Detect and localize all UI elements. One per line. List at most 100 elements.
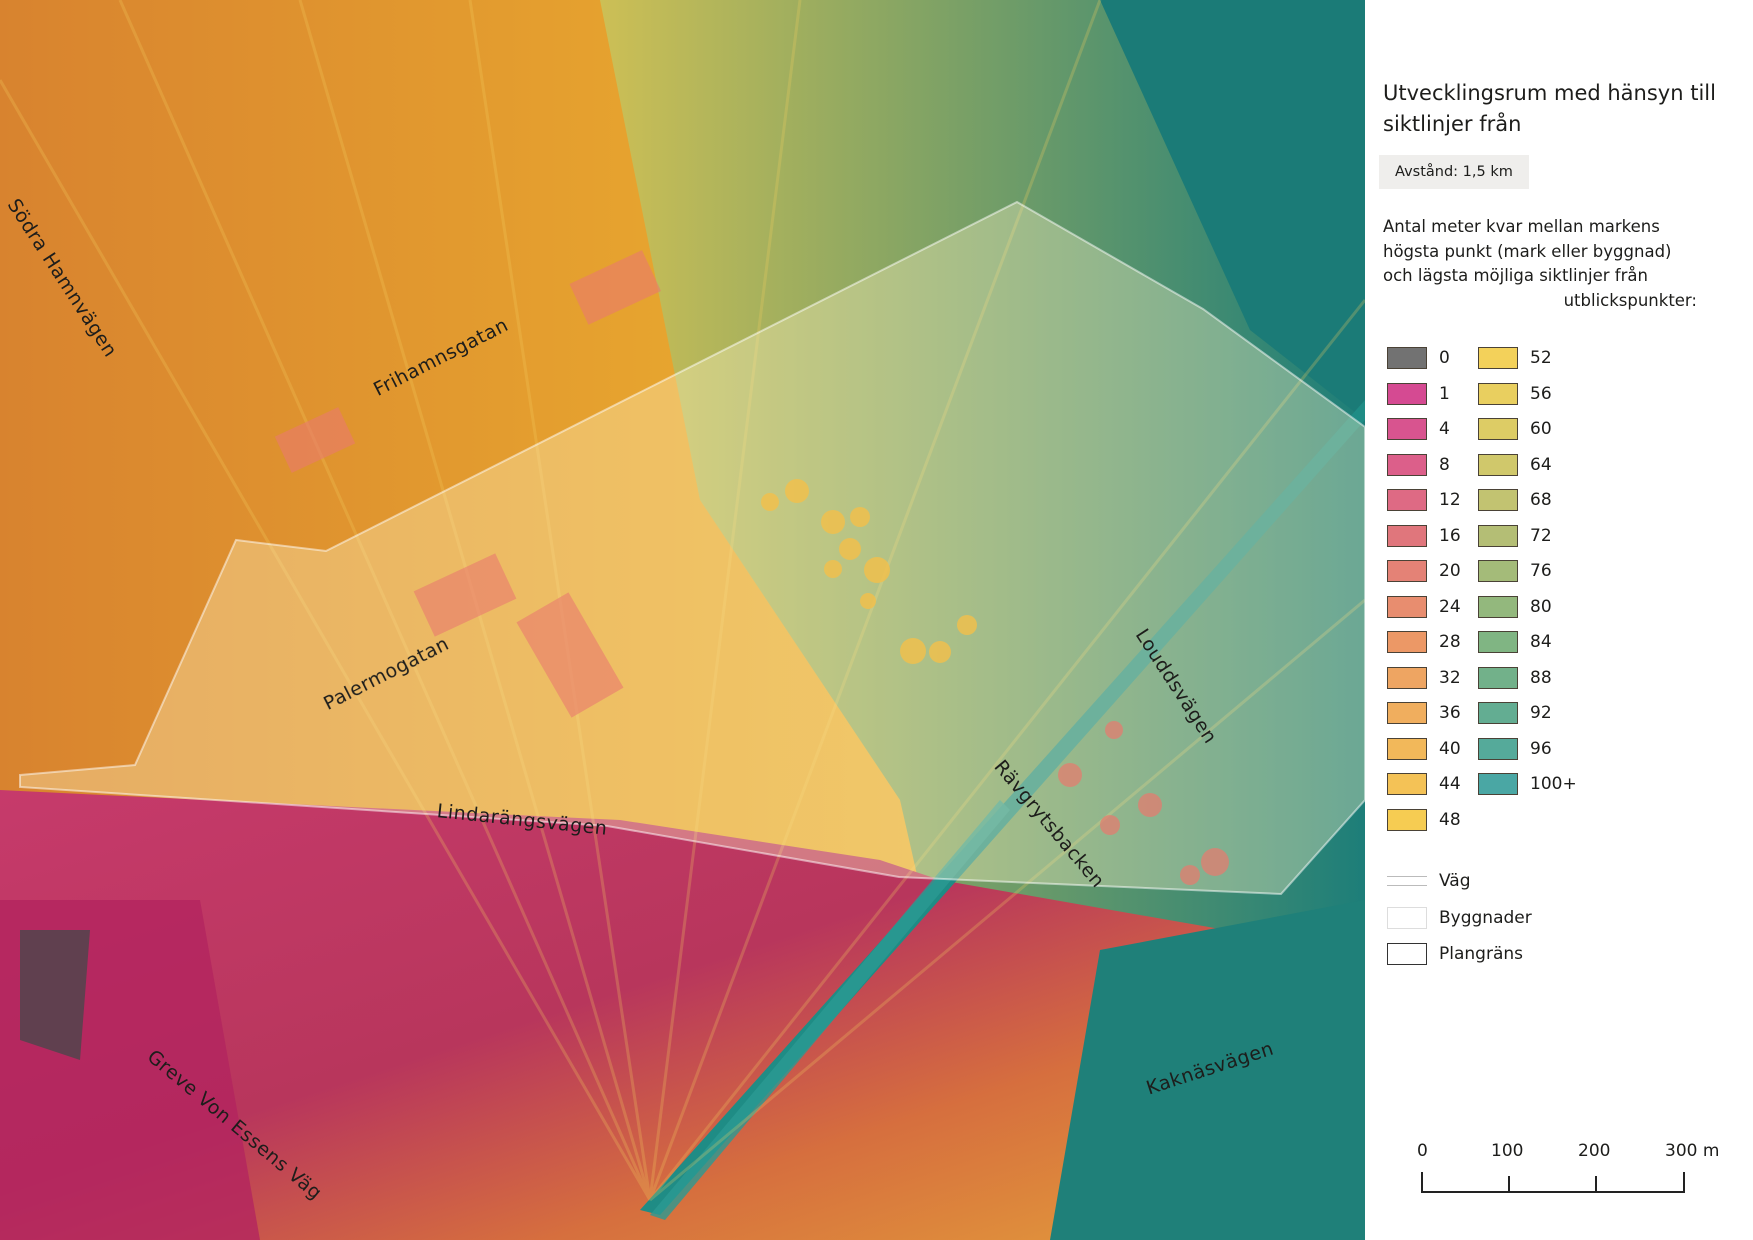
class-label: 32 — [1439, 667, 1461, 688]
color-swatch — [1387, 560, 1427, 582]
color-swatch — [1387, 702, 1427, 724]
color-swatch — [1387, 737, 1427, 760]
scale-tick-label: 0 — [1417, 1141, 1428, 1161]
legend-description-text: Antal meter kvar mellan markens högsta p… — [1383, 217, 1672, 285]
class-label: 1 — [1439, 383, 1450, 404]
class-label: 52 — [1530, 348, 1552, 368]
scale-bar-line — [1421, 1172, 1685, 1193]
color-swatch — [1478, 737, 1518, 760]
legend-class-item: 56 — [1478, 382, 1552, 405]
map-raster — [0, 0, 1365, 1240]
legend-label: Plangräns — [1439, 944, 1523, 964]
legend-class-item: 60 — [1478, 418, 1552, 440]
legend-item-buildings: Byggnader — [1387, 907, 1532, 929]
road-symbol — [1387, 876, 1427, 886]
legend-class-item: 96 — [1478, 737, 1552, 760]
legend-class-item: 76 — [1478, 560, 1552, 582]
class-label: 8 — [1439, 454, 1450, 475]
color-swatch — [1387, 773, 1427, 795]
legend-class-item: 28 — [1387, 631, 1461, 653]
legend-class-item: 100+ — [1478, 773, 1577, 795]
boundary-symbol — [1387, 943, 1427, 965]
color-swatch — [1478, 702, 1518, 724]
legend-class-item: 44 — [1387, 773, 1461, 795]
legend-class-item: 40 — [1387, 737, 1461, 760]
color-swatch — [1387, 382, 1427, 405]
legend-description: Antal meter kvar mellan markens högsta p… — [1383, 215, 1703, 313]
color-swatch — [1478, 631, 1518, 653]
legend-label: Byggnader — [1439, 908, 1532, 928]
viewshed-map[interactable]: Södra Hamnvägen Frihamnsgatan Palermogat… — [0, 0, 1365, 1240]
legend-description-end: utblickspunkter: — [1563, 290, 1697, 310]
class-label: 84 — [1530, 632, 1552, 652]
legend-title: Utvecklingsrum med hänsyn till siktlinje… — [1383, 81, 1716, 136]
distance-badge: Avstånd: 1,5 km — [1379, 155, 1529, 189]
class-label: 40 — [1439, 738, 1461, 759]
scale-tick-label: 200 — [1578, 1141, 1611, 1161]
legend-class-item: 72 — [1478, 524, 1552, 547]
color-swatch — [1478, 382, 1518, 405]
class-label: 12 — [1439, 490, 1461, 510]
class-label: 20 — [1439, 561, 1461, 581]
legend-panel: Utvecklingsrum med hänsyn till siktlinje… — [1365, 0, 1753, 1240]
color-swatch — [1478, 666, 1518, 689]
building-symbol — [1387, 907, 1427, 929]
legend-class-item: 8 — [1387, 453, 1450, 476]
legend-class-item: 36 — [1387, 702, 1461, 724]
legend-label: Väg — [1439, 871, 1471, 891]
color-swatch — [1387, 524, 1427, 547]
scale-tick-label: 100 — [1491, 1141, 1524, 1161]
class-label: 72 — [1530, 525, 1552, 546]
legend-class-item: 52 — [1478, 347, 1552, 369]
color-swatch — [1478, 347, 1518, 369]
class-label: 44 — [1439, 774, 1461, 794]
color-swatch — [1478, 773, 1518, 795]
legend-class-item: 20 — [1387, 560, 1461, 582]
color-swatch — [1478, 453, 1518, 476]
color-swatch — [1387, 418, 1427, 440]
legend-class-item: 68 — [1478, 489, 1552, 511]
legend-class-item: 1 — [1387, 382, 1450, 405]
class-label: 64 — [1530, 454, 1552, 475]
legend-class-item: 12 — [1387, 489, 1461, 511]
class-label: 96 — [1530, 738, 1552, 759]
legend-class-item: 4 — [1387, 418, 1450, 440]
plan-boundary — [19, 200, 1365, 896]
legend-class-item: 88 — [1478, 666, 1552, 689]
legend-class-item: 48 — [1387, 808, 1461, 831]
class-label: 48 — [1439, 809, 1461, 830]
color-swatch — [1387, 631, 1427, 653]
class-label: 88 — [1530, 667, 1552, 688]
color-swatch — [1387, 453, 1427, 476]
class-label: 76 — [1530, 561, 1552, 581]
class-label: 36 — [1439, 703, 1461, 723]
legend-class-item: 92 — [1478, 702, 1552, 724]
color-swatch — [1478, 524, 1518, 547]
legend-item-road: Väg — [1387, 871, 1471, 891]
class-label: 0 — [1439, 348, 1450, 368]
class-label: 56 — [1530, 383, 1552, 404]
color-swatch — [1478, 560, 1518, 582]
class-label: 100+ — [1530, 774, 1577, 794]
color-swatch — [1478, 595, 1518, 618]
color-swatch — [1387, 489, 1427, 511]
color-swatch — [1387, 808, 1427, 831]
color-swatch — [1387, 595, 1427, 618]
legend-class-item: 84 — [1478, 631, 1552, 653]
color-swatch — [1387, 347, 1427, 369]
legend-class-item: 64 — [1478, 453, 1552, 476]
color-swatch — [1387, 666, 1427, 689]
legend-class-item: 24 — [1387, 595, 1461, 618]
class-label: 92 — [1530, 703, 1552, 723]
legend-class-item: 0 — [1387, 347, 1450, 369]
legend-item-plan-boundary: Plangräns — [1387, 943, 1523, 965]
class-label: 4 — [1439, 419, 1450, 439]
class-label: 60 — [1530, 419, 1552, 439]
legend-class-item: 16 — [1387, 524, 1461, 547]
scale-tick-label: 300 m — [1665, 1141, 1720, 1161]
legend-class-item: 32 — [1387, 666, 1461, 689]
color-swatch — [1478, 489, 1518, 511]
class-label: 68 — [1530, 490, 1552, 510]
class-label: 28 — [1439, 632, 1461, 652]
class-label: 24 — [1439, 596, 1461, 617]
